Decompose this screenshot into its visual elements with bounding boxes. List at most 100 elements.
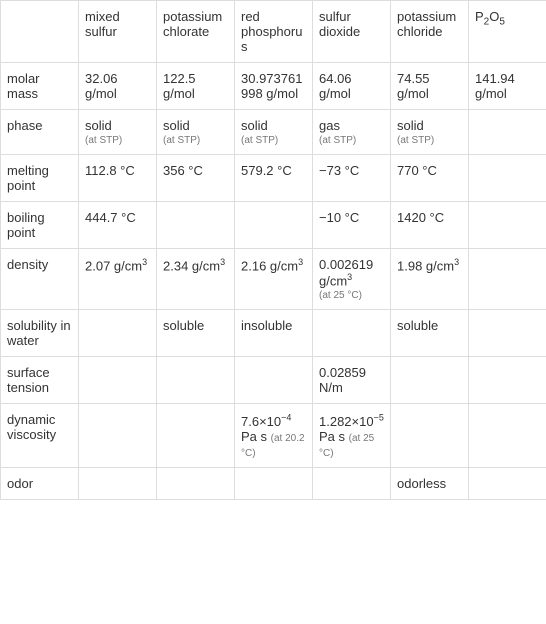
cell: 356 °C bbox=[157, 155, 235, 202]
cell: insoluble bbox=[235, 310, 313, 357]
cell bbox=[313, 467, 391, 499]
cell: 1.98 g/cm3 bbox=[391, 249, 469, 310]
cell-main: solid bbox=[163, 118, 190, 133]
cell bbox=[79, 310, 157, 357]
row-label: melting point bbox=[1, 155, 79, 202]
table-row: density 2.07 g/cm3 2.34 g/cm3 2.16 g/cm3… bbox=[1, 249, 546, 310]
cell: soluble bbox=[391, 310, 469, 357]
cell-sup: 3 bbox=[454, 257, 459, 267]
header-row: mixed sulfur potassium chlorate red phos… bbox=[1, 1, 546, 63]
cell-exp: 7.6×10−4 bbox=[241, 414, 291, 429]
row-label: dynamic viscosity bbox=[1, 404, 79, 467]
cell-main: gas bbox=[319, 118, 340, 133]
cell: odorless bbox=[391, 467, 469, 499]
row-label: odor bbox=[1, 467, 79, 499]
row-label: boiling point bbox=[1, 202, 79, 249]
cell-unit: Pa s bbox=[319, 429, 345, 444]
properties-table: mixed sulfur potassium chlorate red phos… bbox=[0, 0, 546, 500]
cell-main: 2.16 g/cm bbox=[241, 258, 298, 273]
cell bbox=[469, 249, 546, 310]
cell bbox=[79, 467, 157, 499]
cell: 0.002619 g/cm3(at 25 °C) bbox=[313, 249, 391, 310]
cell bbox=[469, 310, 546, 357]
cell: 579.2 °C bbox=[235, 155, 313, 202]
cell: 444.7 °C bbox=[79, 202, 157, 249]
table-row: molar mass 32.06 g/mol 122.5 g/mol 30.97… bbox=[1, 63, 546, 110]
cell-main: solid bbox=[241, 118, 268, 133]
cell-main: 1.98 g/cm bbox=[397, 258, 454, 273]
row-label: molar mass bbox=[1, 63, 79, 110]
cell: solid (at STP) bbox=[79, 110, 157, 155]
row-label: density bbox=[1, 249, 79, 310]
cell bbox=[469, 202, 546, 249]
cell-sub: (at 25 °C) bbox=[319, 290, 384, 301]
header-cell-sulfur-dioxide: sulfur dioxide bbox=[313, 1, 391, 63]
table-row: odor odorless bbox=[1, 467, 546, 499]
cell: 2.34 g/cm3 bbox=[157, 249, 235, 310]
cell bbox=[157, 467, 235, 499]
cell: solid (at STP) bbox=[157, 110, 235, 155]
cell-sup: 3 bbox=[220, 257, 225, 267]
table-row: surface tension 0.02859 N/m bbox=[1, 357, 546, 404]
cell bbox=[469, 155, 546, 202]
cell: 1.282×10−5 Pa s (at 25 °C) bbox=[313, 404, 391, 467]
header-cell-red-phosphorus: red phosphorus bbox=[235, 1, 313, 63]
cell: 770 °C bbox=[391, 155, 469, 202]
cell bbox=[313, 310, 391, 357]
cell: 122.5 g/mol bbox=[157, 63, 235, 110]
cell-main: 2.07 g/cm bbox=[85, 258, 142, 273]
cell: soluble bbox=[157, 310, 235, 357]
cell-sup: 3 bbox=[142, 257, 147, 267]
table-body: molar mass 32.06 g/mol 122.5 g/mol 30.97… bbox=[1, 63, 546, 500]
cell: 7.6×10−4 Pa s (at 20.2 °C) bbox=[235, 404, 313, 467]
cell bbox=[469, 110, 546, 155]
cell-sub: (at STP) bbox=[397, 135, 462, 146]
cell: 112.8 °C bbox=[79, 155, 157, 202]
table-row: phase solid (at STP) solid (at STP) solid (… bbox=[1, 110, 546, 155]
table-row: boiling point 444.7 °C −10 °C 1420 °C bbox=[1, 202, 546, 249]
cell bbox=[469, 467, 546, 499]
cell: 0.02859 N/m bbox=[313, 357, 391, 404]
header-cell-mixed-sulfur: mixed sulfur bbox=[79, 1, 157, 63]
cell bbox=[469, 404, 546, 467]
cell: 141.94 g/mol bbox=[469, 63, 546, 110]
cell-sup: 3 bbox=[347, 272, 352, 282]
table-row: solubility in water soluble insoluble so… bbox=[1, 310, 546, 357]
cell: 32.06 g/mol bbox=[79, 63, 157, 110]
row-label: surface tension bbox=[1, 357, 79, 404]
cell-sub: (at STP) bbox=[85, 135, 150, 146]
cell: gas (at STP) bbox=[313, 110, 391, 155]
cell bbox=[391, 404, 469, 467]
cell-sub: (at STP) bbox=[241, 135, 306, 146]
cell: 2.07 g/cm3 bbox=[79, 249, 157, 310]
cell bbox=[391, 357, 469, 404]
cell bbox=[157, 202, 235, 249]
table-header: mixed sulfur potassium chlorate red phos… bbox=[1, 1, 546, 63]
cell: 30.973761998 g/mol bbox=[235, 63, 313, 110]
cell-main: solid bbox=[85, 118, 112, 133]
cell-unit: Pa s bbox=[241, 429, 267, 444]
cell: solid (at STP) bbox=[235, 110, 313, 155]
cell bbox=[157, 404, 235, 467]
table-row: melting point 112.8 °C 356 °C 579.2 °C −… bbox=[1, 155, 546, 202]
cell bbox=[157, 357, 235, 404]
cell-sub: (at STP) bbox=[319, 135, 384, 146]
cell: 1420 °C bbox=[391, 202, 469, 249]
cell: −10 °C bbox=[313, 202, 391, 249]
header-cell-potassium-chlorate: potassium chlorate bbox=[157, 1, 235, 63]
table-row: dynamic viscosity 7.6×10−4 Pa s (at 20.2… bbox=[1, 404, 546, 467]
cell: 74.55 g/mol bbox=[391, 63, 469, 110]
cell-sub: (at STP) bbox=[163, 135, 228, 146]
cell: 64.06 g/mol bbox=[313, 63, 391, 110]
cell: solid (at STP) bbox=[391, 110, 469, 155]
cell bbox=[79, 357, 157, 404]
cell: −73 °C bbox=[313, 155, 391, 202]
cell-exp: 1.282×10−5 bbox=[319, 414, 384, 429]
header-cell-empty bbox=[1, 1, 79, 63]
row-label: phase bbox=[1, 110, 79, 155]
row-label: solubility in water bbox=[1, 310, 79, 357]
cell bbox=[469, 357, 546, 404]
cell-main: solid bbox=[397, 118, 424, 133]
cell: 2.16 g/cm3 bbox=[235, 249, 313, 310]
header-cell-potassium-chloride: potassium chloride bbox=[391, 1, 469, 63]
